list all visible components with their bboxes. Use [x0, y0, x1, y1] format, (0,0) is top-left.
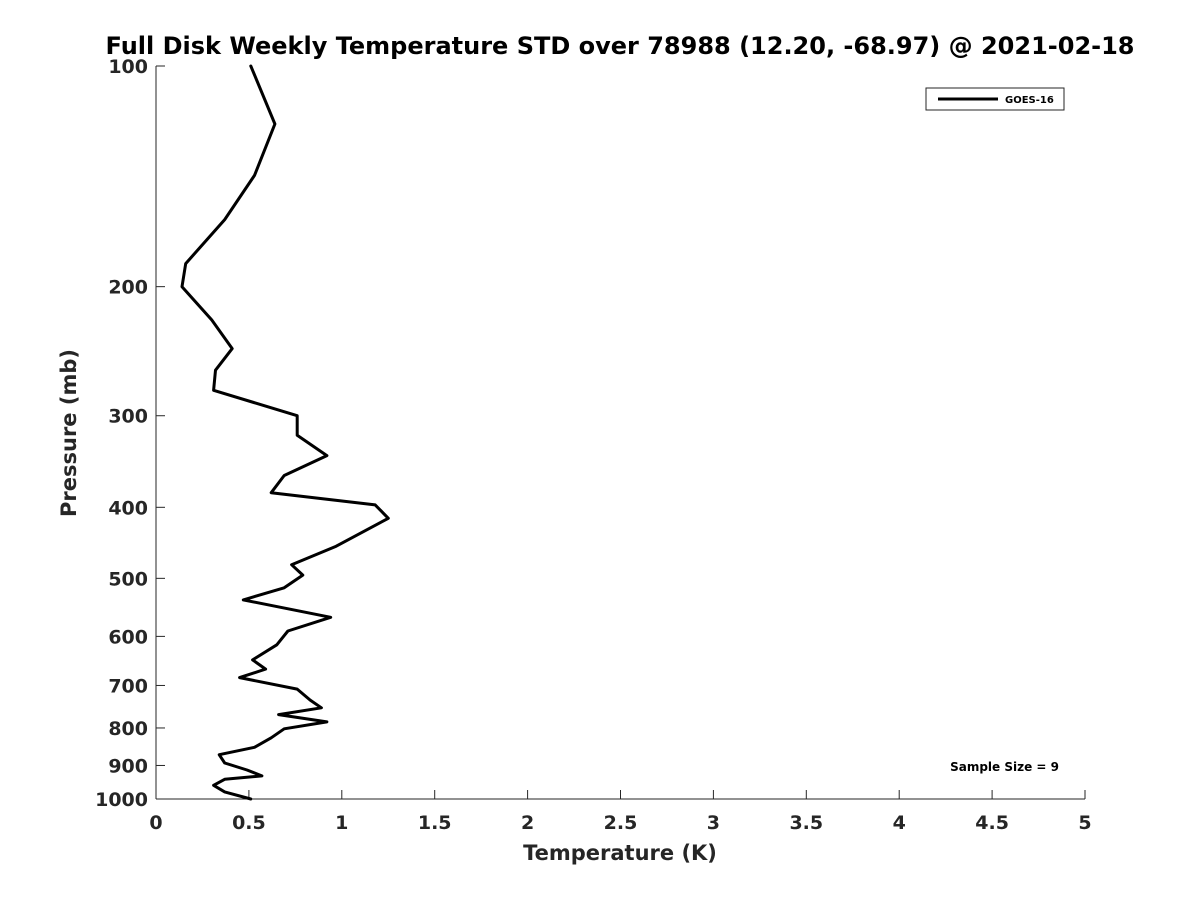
plot-area — [156, 66, 1085, 799]
y-tick-label: 800 — [108, 718, 148, 740]
y-axis-label: Pressure (mb) — [57, 349, 81, 517]
y-tick-label: 200 — [108, 277, 148, 299]
x-tick-label: 1.5 — [418, 812, 452, 834]
y-tick-label: 300 — [108, 406, 148, 428]
series-line-goes-16 — [180, 64, 390, 801]
x-tick-label: 2 — [521, 812, 534, 834]
sample-size-annotation: Sample Size = 9 — [950, 760, 1059, 774]
x-axis-ticks: 0 0.5 1 1.5 2 2.5 3 3.5 4 4.5 5 — [149, 790, 1092, 834]
x-axis-label: Temperature (K) — [523, 841, 717, 865]
x-tick-label: 4.5 — [975, 812, 1009, 834]
y-tick-label: 500 — [108, 568, 148, 590]
y-tick-label: 900 — [108, 755, 148, 777]
x-tick-label: 1 — [335, 812, 348, 834]
legend: GOES-16 — [925, 87, 1065, 111]
y-tick-label: 600 — [108, 626, 148, 648]
x-tick-label: 5 — [1078, 812, 1091, 834]
x-tick-label: 0.5 — [232, 812, 266, 834]
x-tick-label: 3 — [707, 812, 720, 834]
y-tick-label: 100 — [108, 56, 148, 78]
y-tick-label: 1000 — [95, 789, 148, 811]
legend-label: GOES-16 — [1005, 95, 1054, 106]
x-tick-label: 2.5 — [604, 812, 638, 834]
x-tick-label: 0 — [149, 812, 162, 834]
y-tick-label: 700 — [108, 675, 148, 697]
chart-title: Full Disk Weekly Temperature STD over 78… — [106, 32, 1135, 60]
x-tick-label: 4 — [893, 812, 906, 834]
x-tick-label: 3.5 — [789, 812, 823, 834]
y-axis-ticks: 100 200 300 400 500 600 700 800 900 1000 — [95, 56, 165, 811]
y-tick-label: 400 — [108, 497, 148, 519]
series-layer — [180, 64, 390, 801]
